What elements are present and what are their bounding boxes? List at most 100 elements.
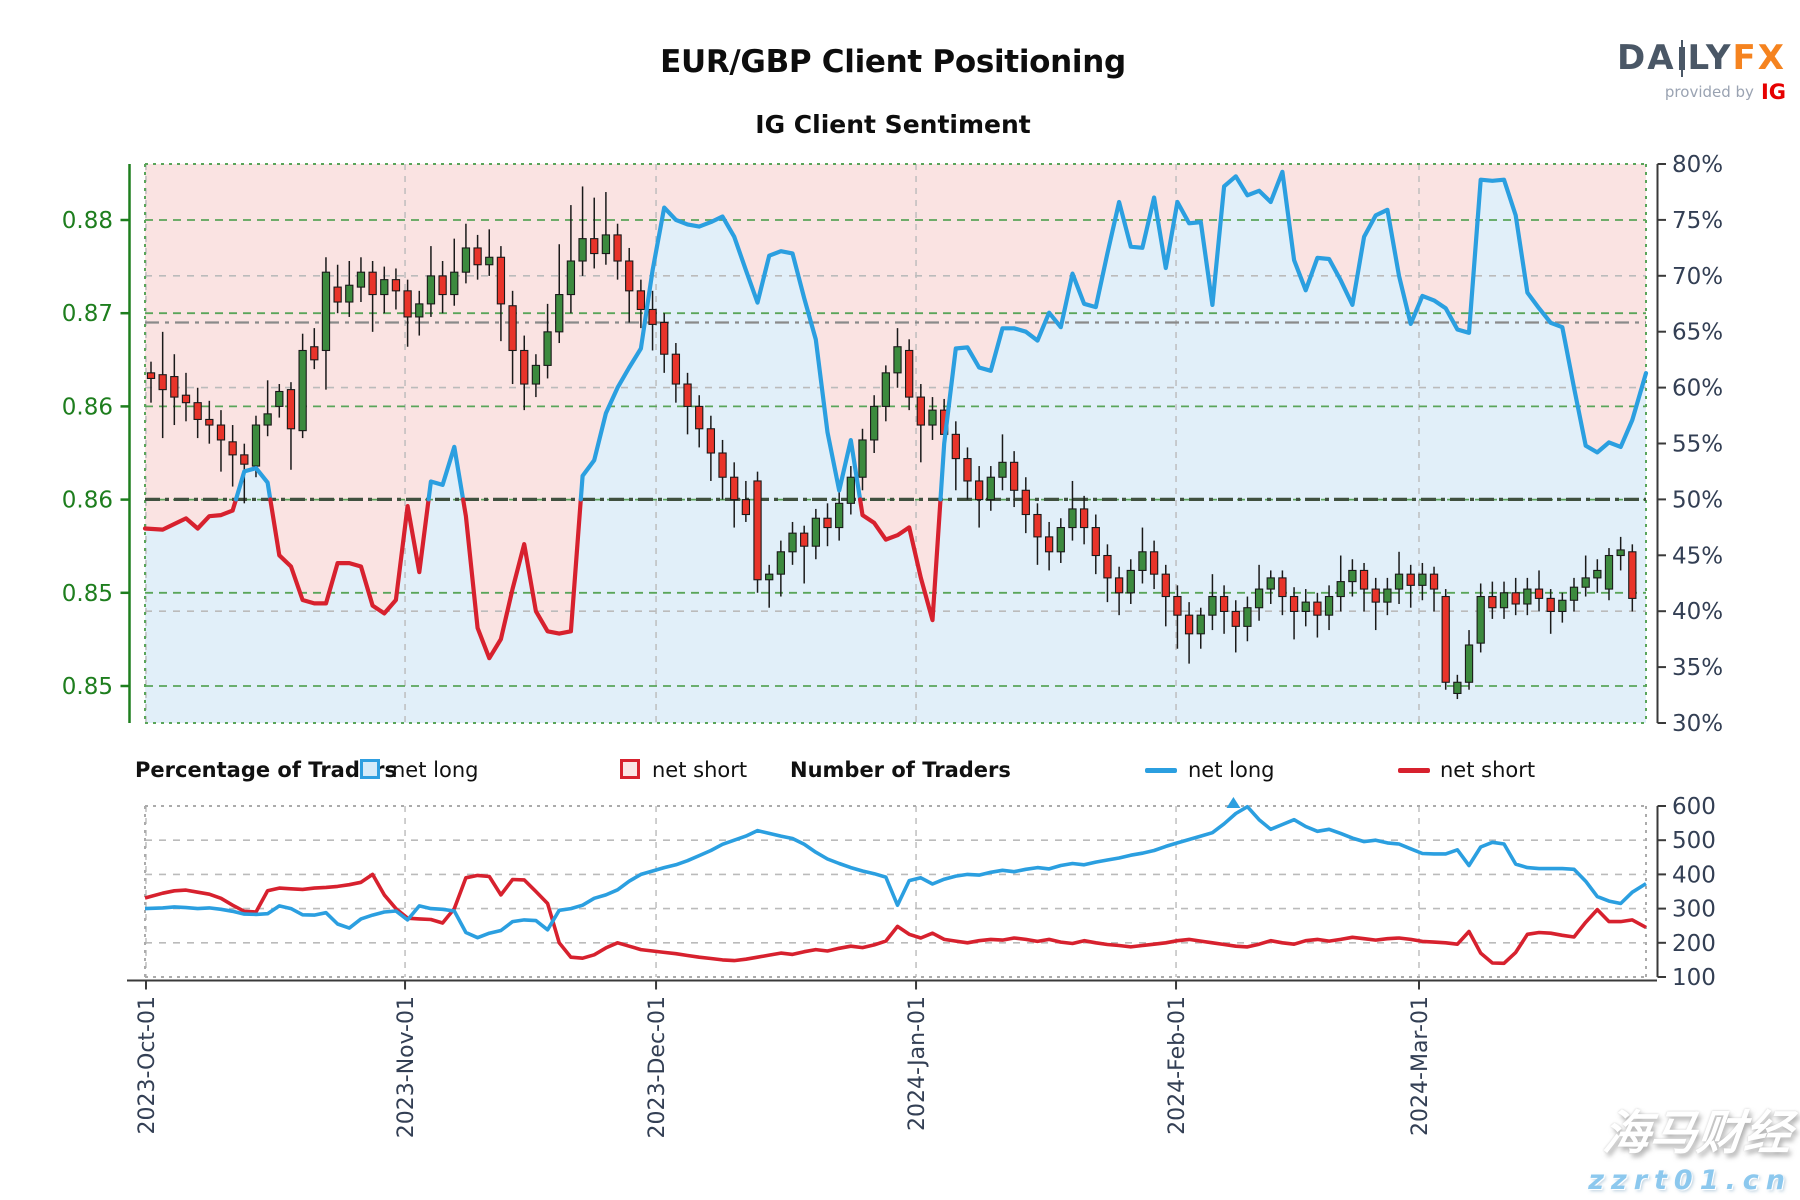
svg-text:65%: 65% [1672,320,1723,346]
svg-text:70%: 70% [1672,264,1723,290]
candle-body [1581,577,1590,588]
candle-body [671,353,681,385]
page-title: EUR/GBP Client Positioning [660,44,1126,80]
candle-body [881,372,890,407]
svg-text:35%: 35% [1672,655,1723,681]
candle-body [625,260,634,292]
candle-body [613,234,622,262]
candle-body [251,424,261,467]
candle-body [741,499,751,516]
candle-body [298,349,307,432]
candle-body [905,349,914,398]
candle-body [590,238,599,255]
candle-body [893,346,902,374]
legend-num-net-short-label: net short [1440,758,1536,782]
candle-body [391,279,401,292]
candle-body [753,480,762,581]
candle-body [1301,601,1310,612]
majority-shading [145,164,1646,724]
month-tick-label: 2023-Nov-01 [394,996,419,1138]
candle-body [765,573,774,581]
candle-body [321,271,331,352]
candle-body [846,476,855,504]
candle-body [1196,614,1205,635]
candle-body [974,480,984,501]
candle-body [835,502,844,529]
candle-body [730,476,739,501]
candle-body [1464,644,1474,683]
candle-body [1336,581,1345,598]
legend-num-net-long-label: net long [1188,758,1275,782]
svg-text:0.85: 0.85 [62,581,113,607]
candle-body [695,405,704,430]
svg-text:300: 300 [1672,897,1716,923]
candle-body [706,428,716,454]
candle-body [1348,569,1357,583]
candle-body [1359,569,1369,590]
candle-body [1254,588,1264,609]
reference-lines [145,321,1646,501]
candle-body [1476,595,1485,644]
net-long-line-icon [1145,768,1177,773]
candle-body [158,374,167,391]
candle-body [1231,610,1240,627]
svg-text:75%: 75% [1672,208,1723,234]
candle-body [310,346,319,361]
candle-body [1628,551,1637,599]
legend-pct-net-long-label: net long [392,758,479,782]
candle-body [1324,595,1334,616]
candle-body [356,271,366,288]
candlestick-i-icon [1678,39,1685,77]
ig-logo: IG [1760,80,1786,104]
svg-text:0.86: 0.86 [62,394,113,420]
candle-body [788,532,797,553]
candle-body [170,376,179,398]
svg-text:100: 100 [1672,965,1716,991]
axes: 0.88 0.87 0.86 0.86 0.85 0.85 80% 75% 70% 65% 60% 5… [62,152,1723,1138]
candle-body [450,271,459,296]
candle-body [496,256,506,305]
logo-text-ly: LY [1687,38,1733,78]
candle-body [1068,508,1077,529]
month-tick-label: 2024-Mar-01 [1408,996,1433,1136]
svg-text:40%: 40% [1672,599,1723,625]
candle-body [1429,573,1439,590]
candle-body [986,476,995,501]
candle-body [1523,588,1532,605]
candle-body [146,372,156,379]
legend-pct-net-short-label: net short [652,758,748,782]
candle-body [263,413,272,426]
candlesticks [146,186,1637,700]
net-long-swatch-icon [360,759,380,779]
candle-body [1219,595,1229,612]
candle-body [601,234,611,255]
candle-body [1044,536,1054,553]
svg-text:200: 200 [1672,931,1716,957]
candle-body [718,452,727,478]
month-tick-label: 2023-Oct-01 [135,996,160,1135]
candle-body [683,383,692,407]
candle-body [916,396,925,426]
candle-body [963,458,972,482]
gridlines [144,163,1647,978]
net-short-swatch-icon [620,759,640,779]
candle-body [1593,569,1602,579]
net-short-line-icon [1398,768,1430,773]
candle-body [403,290,412,318]
candle-body [1009,461,1019,491]
candle-body [531,364,541,385]
candle-body [508,305,517,352]
month-tick-label: 2024-Feb-01 [1165,996,1190,1135]
candle-body [1371,588,1380,603]
svg-text:600: 600 [1672,794,1716,820]
candle-body [193,402,202,420]
candle-body [473,247,482,266]
candle-body [1021,489,1030,516]
svg-text:0.88: 0.88 [62,208,113,234]
candle-body [636,290,646,311]
candle-body [1546,597,1555,612]
candle-body [566,260,576,296]
svg-text:0.86: 0.86 [62,488,113,514]
candle-body [928,409,937,426]
candle-body [461,247,471,273]
